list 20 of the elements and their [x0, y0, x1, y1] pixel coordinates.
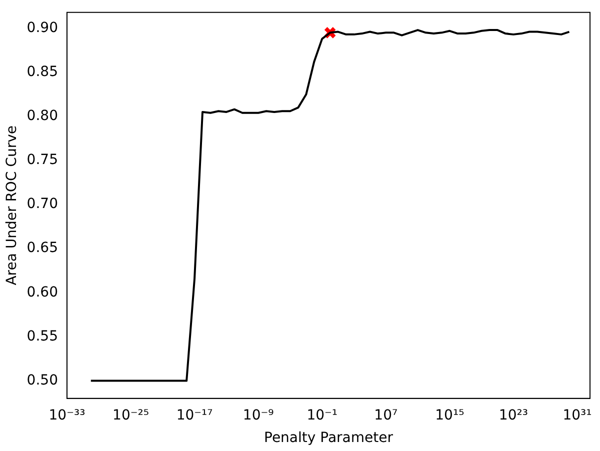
y-tick-label: 0.85	[26, 64, 58, 80]
x-tick-label: 10⁻¹⁷	[176, 407, 213, 424]
y-tick-label: 0.75	[26, 152, 58, 168]
x-tick-label: 10⁷	[374, 407, 398, 424]
x-tick-label: 10⁻²⁵	[112, 407, 149, 424]
x-tick-label: 10¹⁵	[435, 407, 464, 424]
y-tick-label: 0.55	[26, 328, 58, 344]
x-axis-title: Penalty Parameter	[264, 430, 394, 446]
y-tick-label: 0.60	[26, 284, 58, 300]
y-tick-label: 0.80	[26, 108, 58, 124]
x-tick-label: 10⁻⁹	[242, 407, 274, 424]
x-tick-label: 10²³	[498, 407, 528, 424]
y-tick-label: 0.65	[26, 240, 58, 256]
y-tick-label: 0.50	[26, 372, 58, 388]
x-tick-label: 10⁻³³	[48, 407, 86, 424]
x-tick-label: 10³¹	[562, 407, 592, 424]
y-tick-label: 0.90	[26, 20, 58, 36]
y-tick-label: 0.70	[26, 196, 58, 212]
x-tick-label: 10⁻¹	[306, 407, 338, 424]
y-axis-title: Area Under ROC Curve	[4, 126, 20, 286]
